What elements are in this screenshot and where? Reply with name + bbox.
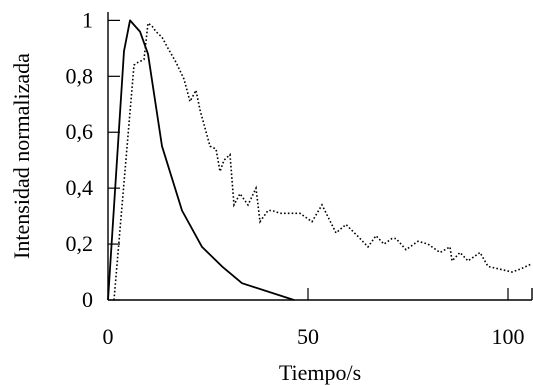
y-tick-label: 0,4 [66,175,94,200]
series-solid-line [107,19,295,301]
y-tick-label: 0,6 [66,119,94,144]
y-tick-label: 0,2 [66,231,94,256]
x-tick-label: 100 [492,324,525,349]
y-tick-label: 0,8 [66,63,94,88]
y-axis-title: Intensidad normalizada [9,53,34,259]
y-ticks: 0 0,2 0,4 0,6 0,8 1 [66,7,120,312]
y-tick-label: 0 [82,287,93,312]
axes [107,12,533,301]
series-dotted-line [113,21,533,301]
x-tick-label: 0 [103,324,114,349]
x-ticks: 0 50 100 [103,288,525,349]
series-layer [107,19,533,301]
y-tick-label: 1 [82,7,93,32]
x-tick-label: 50 [297,324,319,349]
x-axis-title: Tiempo/s [279,360,361,385]
